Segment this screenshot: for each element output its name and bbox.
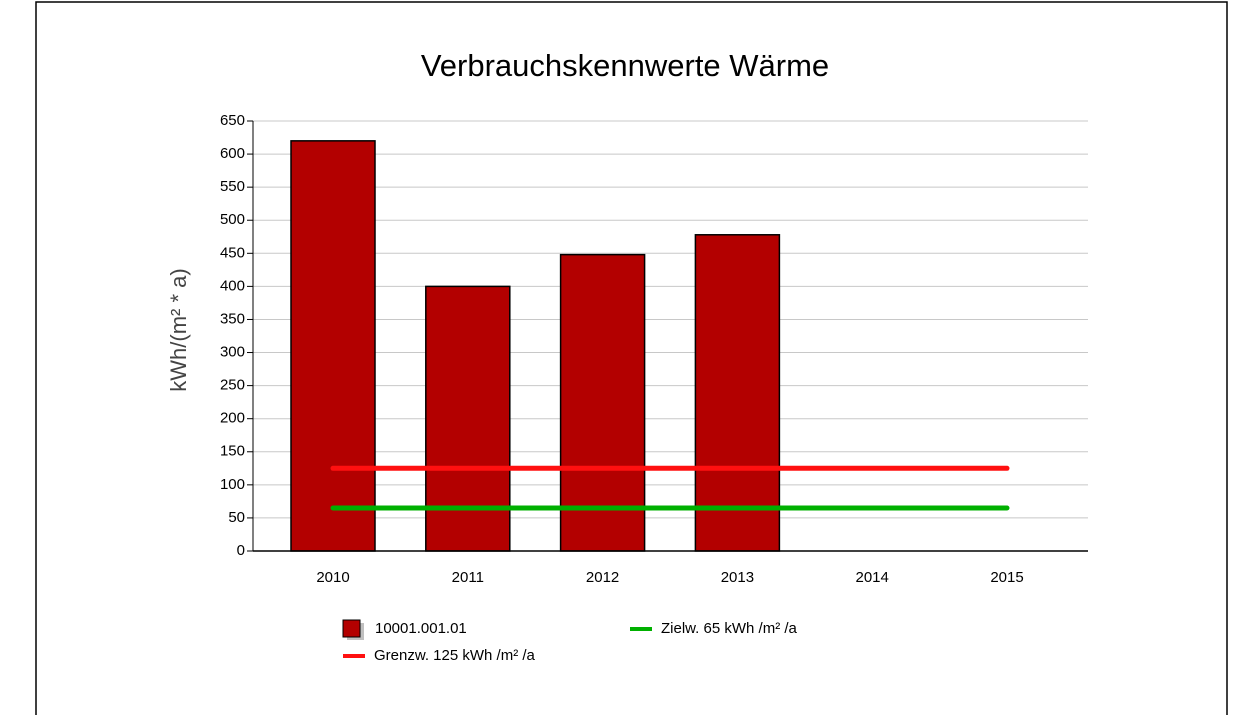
chart-title: Verbrauchskennwerte Wärme [421, 48, 829, 83]
x-tick-label: 2015 [990, 569, 1023, 586]
bar [694, 234, 781, 552]
frame [35, 1, 1228, 715]
y-axis-label: kWh/(m² * a) [166, 268, 191, 391]
y-tick-label: 200 [220, 410, 245, 427]
bar [290, 140, 376, 552]
bar [425, 285, 511, 552]
y-tick-label: 600 [220, 145, 245, 162]
x-tick-label: 2010 [316, 569, 349, 586]
bar [559, 253, 646, 552]
y-tick-label: 100 [220, 476, 245, 493]
x-tick-label: 2014 [856, 569, 889, 586]
x-tick-label: 2012 [586, 569, 619, 586]
y-tick-label: 0 [237, 542, 245, 559]
y-tick-label: 500 [220, 211, 245, 228]
y-tick-label: 350 [220, 310, 245, 327]
y-tick-label: 50 [228, 509, 245, 526]
y-tick-label: 150 [220, 443, 245, 460]
legend-label: Zielw. 65 kWh /m² /a [661, 620, 798, 637]
y-tick-label: 650 [220, 112, 245, 129]
y-tick-label: 250 [220, 377, 245, 394]
x-tick-label: 2011 [452, 569, 484, 586]
y-tick-label: 550 [220, 178, 245, 195]
legend-label: Grenzw. 125 kWh /m² /a [374, 647, 536, 664]
legend-label: 10001.001.01 [375, 620, 467, 637]
x-tick-label: 2013 [721, 569, 754, 586]
legend-swatch [342, 619, 361, 638]
y-tick-label: 400 [220, 277, 245, 294]
y-tick-label: 300 [220, 344, 245, 361]
y-tick-label: 450 [220, 244, 245, 261]
